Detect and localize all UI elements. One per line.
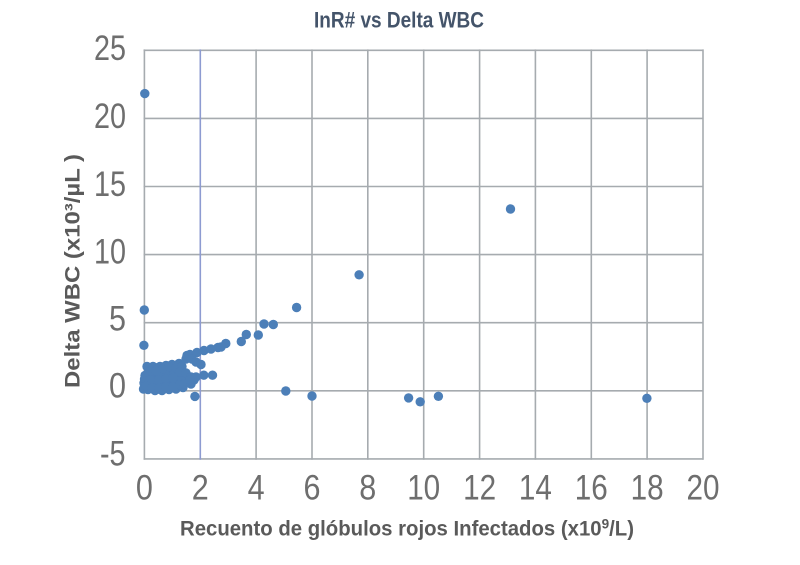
svg-text:25: 25 xyxy=(94,29,126,68)
svg-text:14: 14 xyxy=(519,468,552,507)
svg-text:16: 16 xyxy=(575,468,608,507)
svg-text:20: 20 xyxy=(687,468,720,507)
svg-text:6: 6 xyxy=(304,468,321,507)
svg-text:5: 5 xyxy=(109,300,126,339)
svg-text:InR# vs Delta WBC: InR# vs Delta WBC xyxy=(314,8,484,33)
svg-text:15: 15 xyxy=(94,165,126,204)
svg-text:10: 10 xyxy=(407,468,440,507)
svg-text:18: 18 xyxy=(631,468,664,507)
svg-text:Delta WBC (x10³/µL ): Delta WBC (x10³/µL ) xyxy=(62,154,85,388)
svg-text:10: 10 xyxy=(94,233,126,272)
svg-text:8: 8 xyxy=(359,468,376,507)
svg-text:4: 4 xyxy=(248,468,265,507)
svg-text:-5: -5 xyxy=(100,435,126,474)
svg-text:0: 0 xyxy=(109,367,126,406)
svg-text:12: 12 xyxy=(463,468,496,507)
svg-text:20: 20 xyxy=(94,97,126,136)
svg-text:0: 0 xyxy=(136,468,153,507)
svg-text:2: 2 xyxy=(192,468,209,507)
svg-text:Recuento de glóbulos rojos Inf: Recuento de glóbulos rojos Infectados (x… xyxy=(180,516,634,541)
